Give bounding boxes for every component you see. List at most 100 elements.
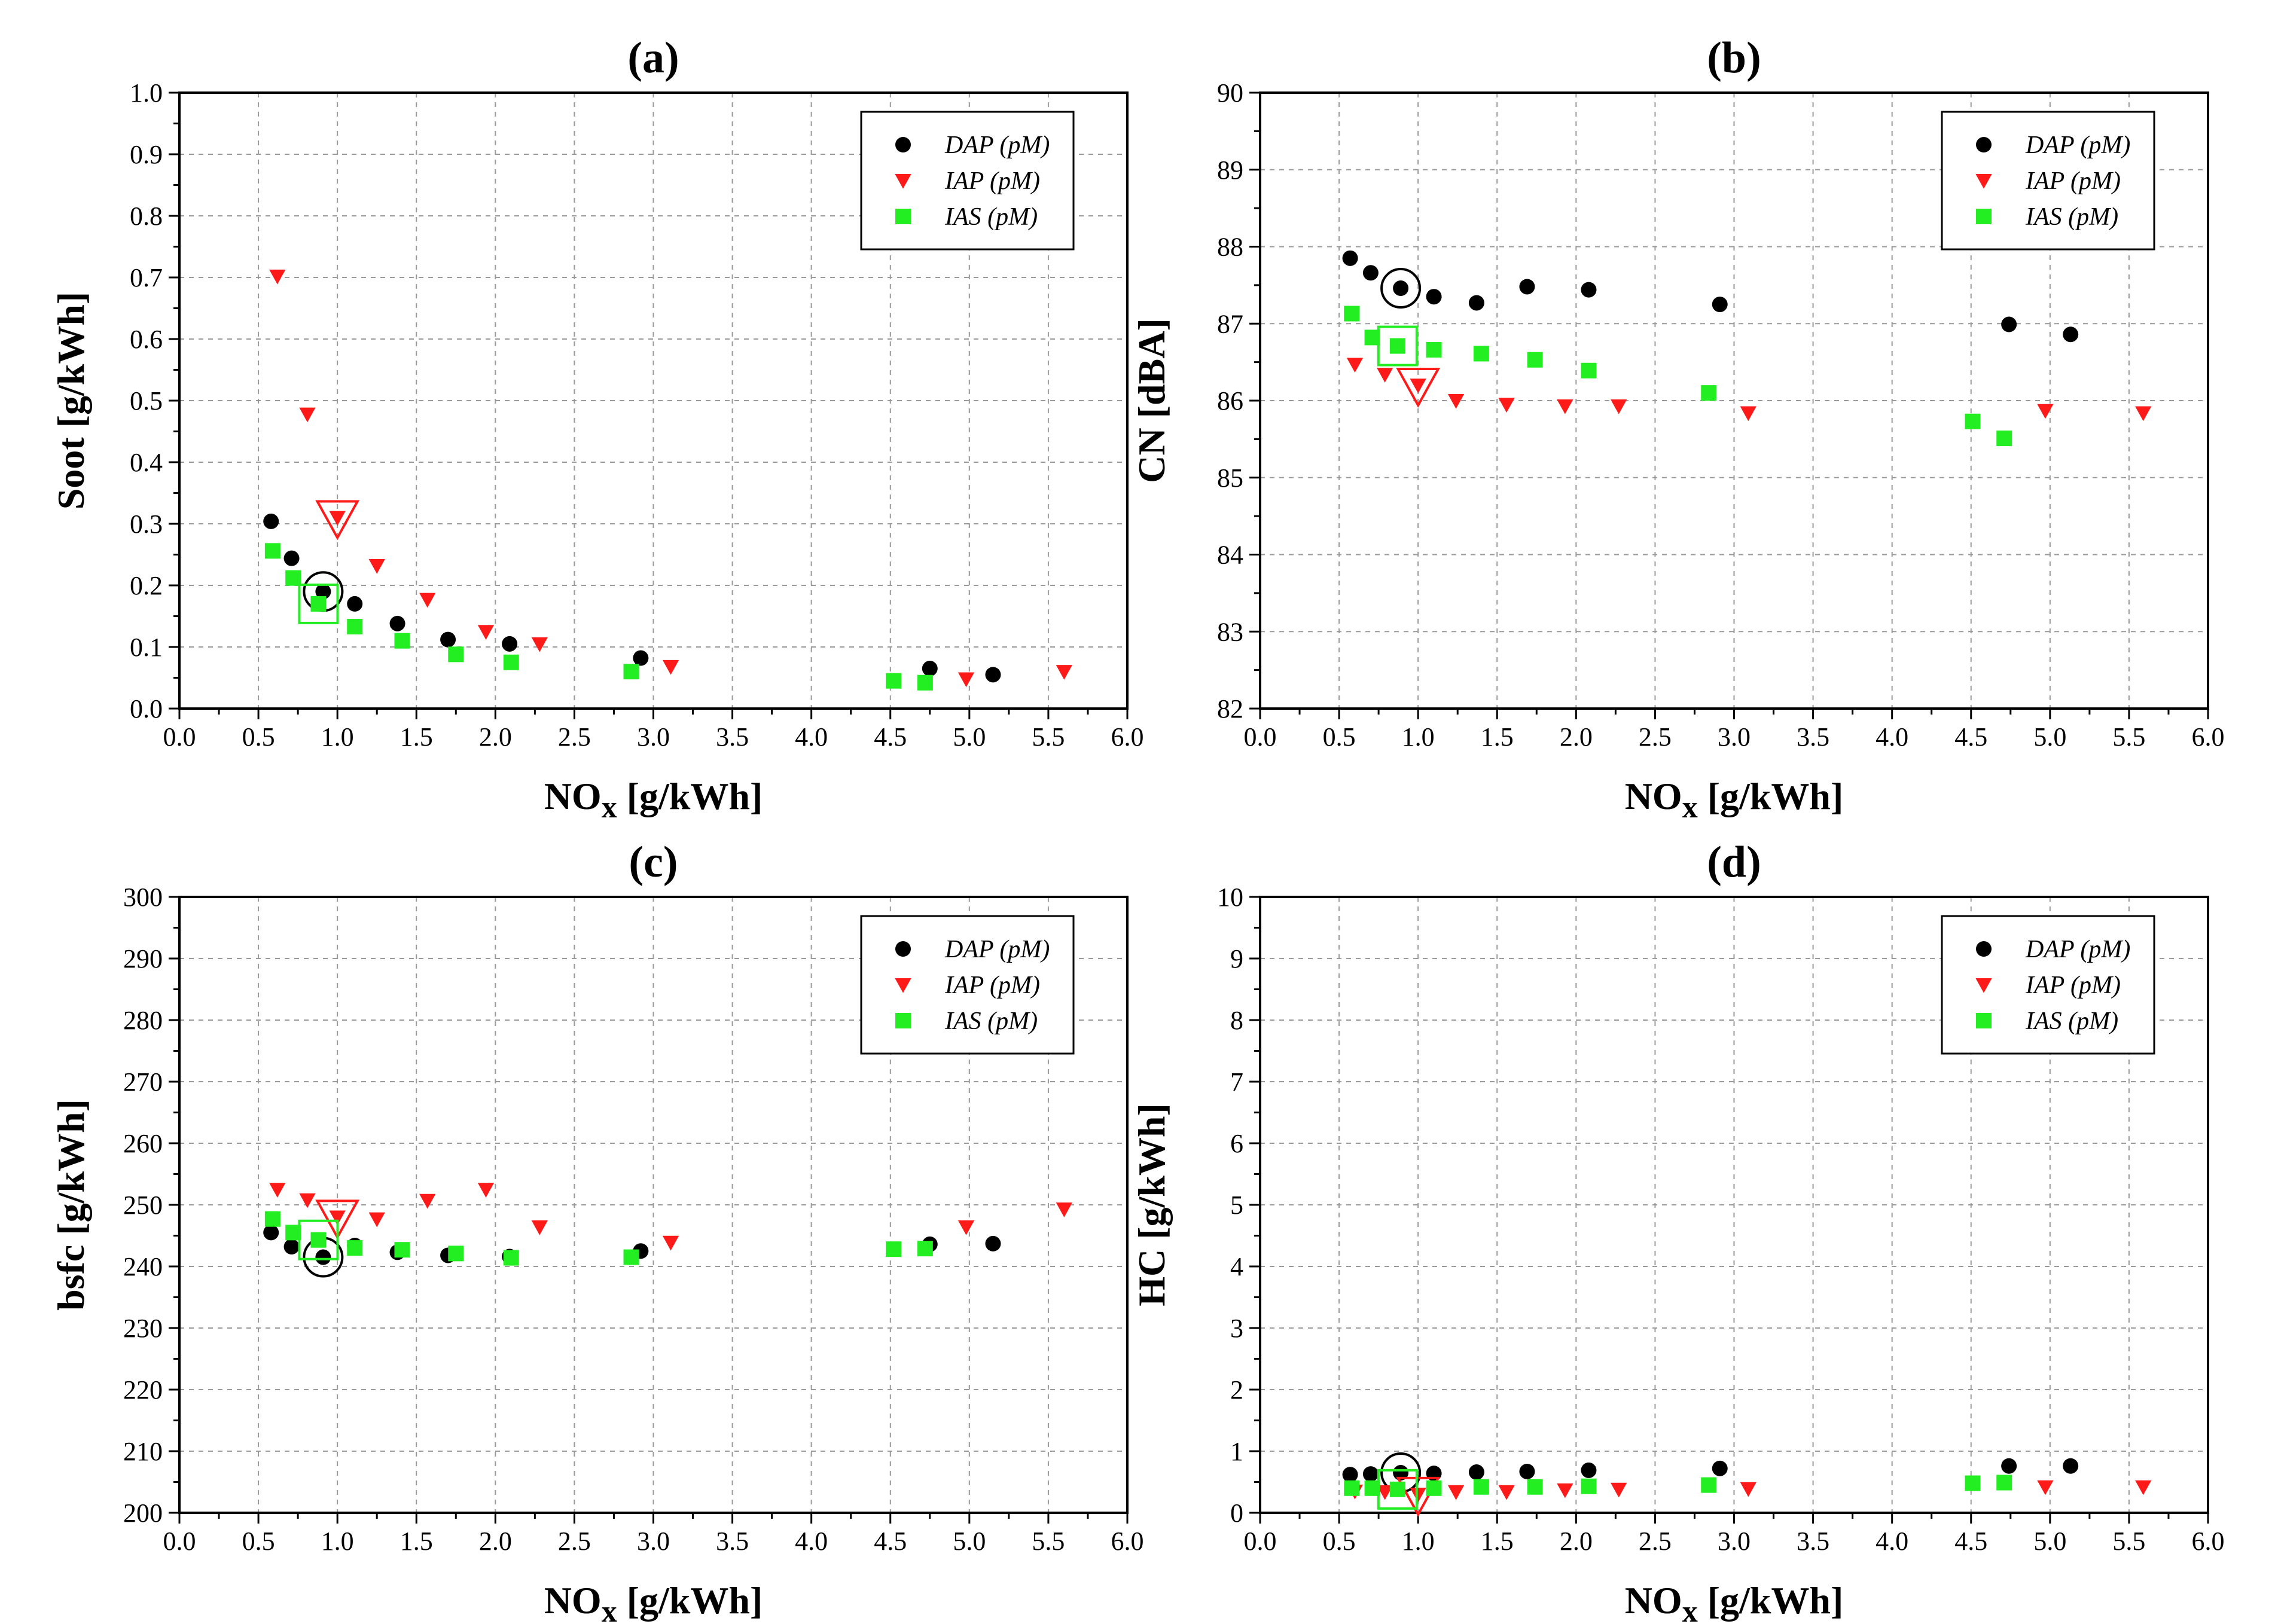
highlight-marker [1396,368,1441,408]
y-axis-label: bsfc [g/kWh] [50,1099,92,1311]
data-point [1447,393,1465,409]
x-tick-label: 0.0 [163,1527,196,1556]
data-point [448,1246,464,1262]
data-point [1346,358,1364,373]
series-square [1344,306,2012,447]
x-axis-label: NOx [g/kWh] [544,1579,763,1624]
data-point [310,596,327,612]
x-tick-label: 4.0 [795,722,828,752]
x-tick-label: 5.0 [2033,722,2066,752]
legend-marker [895,941,911,957]
y-tick-label: 82 [1217,694,1243,724]
legend-marker [1976,209,1992,224]
y-tick-label: 3 [1230,1314,1243,1343]
data-point [1393,1465,1409,1481]
y-tick-label: 0.6 [130,325,163,354]
data-point [263,513,279,529]
data-point [1740,406,1756,422]
chart-title: (a) [627,33,679,83]
data-point [662,660,679,675]
x-tick-label: 4.0 [1876,1527,1908,1556]
data-point [1965,413,1981,429]
legend-box [860,111,1075,251]
data-point [264,543,280,559]
y-axis-label: Soot [g/kWh] [50,292,92,510]
legend-label: IAP (pM) [2025,972,2121,999]
series-circle [263,513,1001,683]
y-tick-label: 9 [1230,944,1243,973]
x-tick-label: 6.0 [2192,722,2225,752]
data-point [2135,1480,2152,1495]
data-point [1426,1480,1442,1496]
x-tick-label: 2.5 [1639,722,1672,752]
y-tick-label: 85 [1217,463,1243,493]
data-point [329,511,346,526]
data-point [502,636,518,652]
data-point [1701,1477,1717,1493]
legend-marker [895,209,911,224]
y-tick-label: 90 [1217,78,1243,108]
legend-label: IAS (pM) [944,1008,1038,1035]
x-tick-label: 0.0 [163,722,196,752]
data-point [662,1235,679,1251]
data-point [503,654,519,670]
x-tick-label: 1.5 [1481,1527,1514,1556]
highlight-marker [315,1199,360,1240]
x-tick-label: 4.5 [874,1527,907,1556]
highlight-marker [298,1219,339,1260]
data-point [368,558,385,574]
x-tick-label: 6.0 [1111,1527,1144,1556]
x-tick-label: 5.5 [1032,722,1065,752]
series-triangle-down [1346,1476,2152,1517]
data-point [440,631,456,648]
legend-marker [895,978,911,993]
y-tick-label: 5 [1230,1190,1243,1220]
data-point [283,1239,300,1255]
x-tick-label: 3.0 [637,1527,670,1556]
y-tick-label: 200 [123,1498,163,1528]
data-point [1377,1485,1393,1500]
y-tick-label: 7 [1230,1067,1243,1097]
data-point [623,664,639,680]
x-tick-label: 1.5 [400,1527,433,1556]
data-point [917,1241,933,1257]
legend-marker [1975,978,1992,993]
highlight-marker [1396,1476,1441,1517]
data-point [1996,431,2012,447]
data-point [1342,250,1358,266]
data-point [531,637,548,652]
x-tick-label: 3.0 [1718,1527,1751,1556]
y-axis-label: HC [g/kWh] [1130,1103,1173,1306]
series-square [264,543,933,691]
legend-marker [1976,1013,1992,1028]
x-tick-label: 2.5 [558,722,591,752]
y-tick-label: 300 [123,883,163,912]
data-point [1498,1485,1515,1500]
data-point [299,407,316,423]
x-tick-label: 2.5 [1639,1527,1672,1556]
data-point [389,615,405,631]
y-tick-label: 1 [1230,1437,1243,1466]
data-point [1581,1462,1597,1478]
x-axis-label: NOx [g/kWh] [1625,1579,1844,1624]
x-tick-label: 4.5 [1954,722,1987,752]
y-tick-label: 84 [1217,541,1243,570]
legend-label: DAP (pM) [944,936,1050,963]
data-point [1527,1479,1543,1495]
y-tick-label: 0.4 [130,448,163,477]
highlight-marker [298,583,339,624]
legend-label: IAS (pM) [2025,203,2118,231]
legend-marker [1976,137,1992,152]
data-point [329,1210,346,1226]
y-tick-label: 86 [1217,386,1243,416]
highlight-marker [1377,1469,1418,1510]
chart-title: (d) [1707,838,1761,887]
x-tick-label: 3.5 [716,722,749,752]
y-tick-label: 87 [1217,309,1243,338]
data-point [1611,399,1627,414]
y-tick-label: 0.5 [130,386,163,416]
x-tick-label: 0.5 [1323,722,1356,752]
x-tick-label: 4.5 [874,722,907,752]
series-triangle-down [269,1183,1072,1251]
